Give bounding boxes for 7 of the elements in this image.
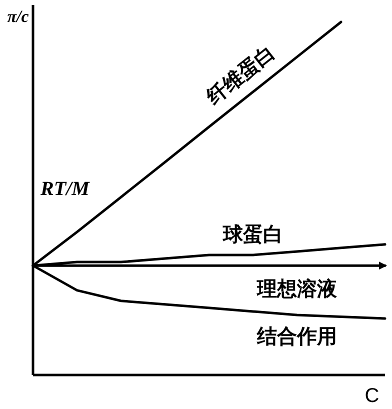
series-label: 球蛋白 <box>222 222 283 246</box>
y-axis-title: π/c <box>7 7 30 26</box>
annotation: RT/M <box>40 178 91 200</box>
x-axis-title: C <box>364 385 380 407</box>
series-label: 结合作用 <box>256 324 337 348</box>
series-label: 理想溶液 <box>256 276 338 301</box>
text: 纤维蛋白 <box>201 40 280 110</box>
